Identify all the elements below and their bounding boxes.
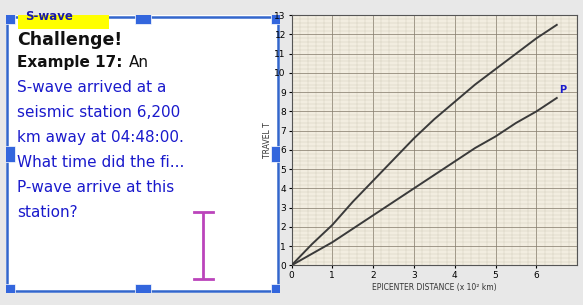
Text: S-wave arrived at a: S-wave arrived at a	[17, 80, 166, 95]
FancyBboxPatch shape	[271, 284, 286, 299]
Text: km away at 04:48:00.: km away at 04:48:00.	[17, 130, 184, 145]
Y-axis label: TRAVEL T: TRAVEL T	[263, 122, 272, 158]
Text: What time did the fi...: What time did the fi...	[17, 155, 184, 170]
X-axis label: EPICENTER DISTANCE (x 10² km): EPICENTER DISTANCE (x 10² km)	[372, 283, 497, 292]
Text: Challenge!: Challenge!	[17, 31, 122, 49]
Text: P: P	[559, 85, 566, 95]
FancyBboxPatch shape	[0, 284, 15, 299]
FancyBboxPatch shape	[6, 15, 280, 293]
Text: S-wave: S-wave	[25, 9, 73, 23]
FancyBboxPatch shape	[18, 3, 108, 29]
FancyBboxPatch shape	[271, 9, 286, 24]
FancyBboxPatch shape	[0, 146, 15, 162]
Text: An: An	[129, 55, 149, 70]
FancyBboxPatch shape	[0, 9, 15, 24]
FancyBboxPatch shape	[135, 9, 150, 24]
Text: P-wave arrive at this: P-wave arrive at this	[17, 180, 174, 195]
Text: station?: station?	[17, 205, 78, 220]
FancyBboxPatch shape	[271, 146, 286, 162]
FancyBboxPatch shape	[135, 284, 150, 299]
Text: Example 17:: Example 17:	[17, 55, 122, 70]
Text: seismic station 6,200: seismic station 6,200	[17, 105, 180, 120]
